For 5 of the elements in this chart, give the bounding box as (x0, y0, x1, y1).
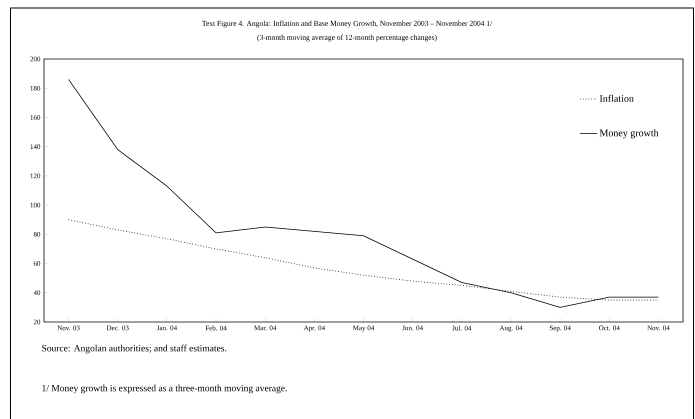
legend-label: Money growth (600, 129, 658, 138)
line-series (68, 79, 659, 308)
legend-label: Inflation (600, 94, 634, 102)
source-note: Source: Angolan authorities; and staff estimates. (42, 344, 226, 354)
text: 1/ Money growth is expressed as a three-month moving average. (42, 384, 287, 394)
